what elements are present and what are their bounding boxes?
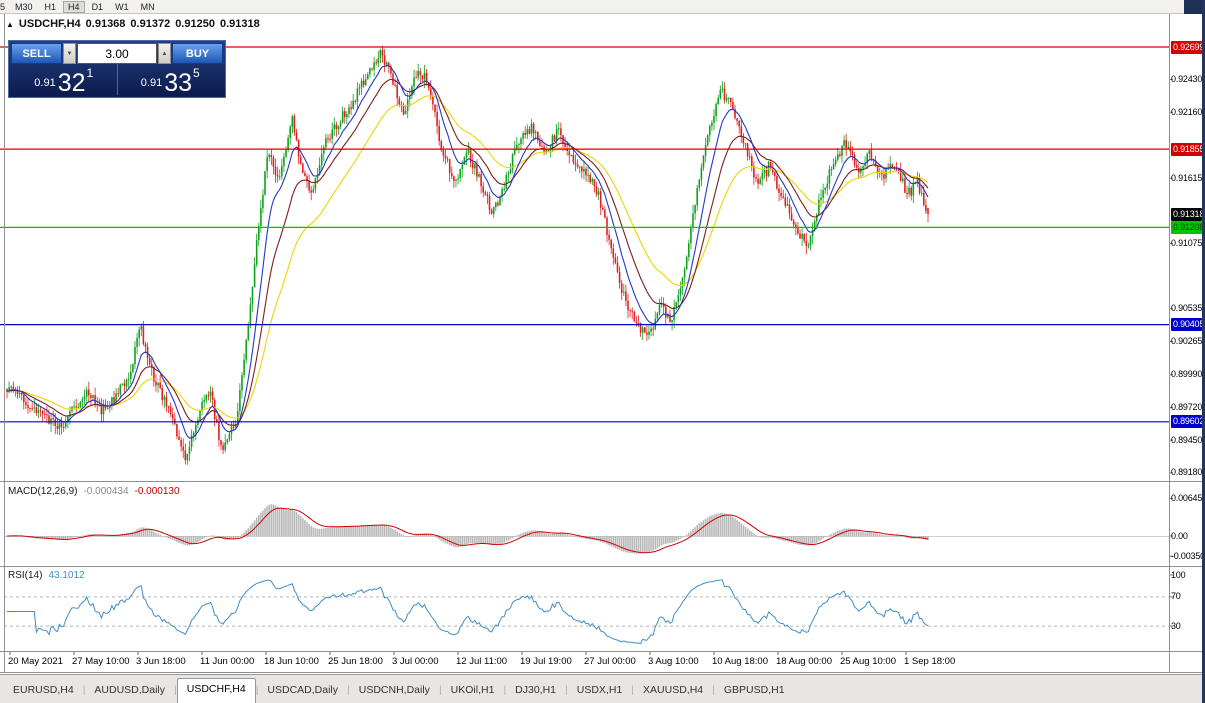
buy-button[interactable]: BUY	[172, 43, 223, 64]
price-axis[interactable]: 0.92699 0.91855 0.91208 0.90405 0.89602 0.913…	[1170, 0, 1205, 703]
tab-separator: |	[347, 684, 350, 696]
price-axis-label: 0.91615	[1171, 172, 1203, 183]
price-axis-label: 0.90535	[1171, 303, 1203, 314]
ask-price: 0.91 33 5	[116, 64, 224, 97]
window-right-edge	[1202, 0, 1205, 703]
chart-tab-ukoil-h1[interactable]: UKOil,H1	[450, 684, 495, 696]
bid-prefix: 0.91	[34, 77, 56, 89]
chart-tab-usdchf-h4[interactable]: USDCHF,H4	[176, 678, 256, 703]
tab-separator: |	[565, 684, 568, 696]
bid-price: 0.91 32 1	[11, 64, 117, 95]
hline-price-label: 0.92699	[1171, 40, 1205, 54]
macd-axis-label: 0.00645	[1171, 493, 1203, 504]
chart-tab-xauusd-h4[interactable]: XAUUSD,H4	[643, 684, 704, 696]
period-button-h1[interactable]: H1	[40, 1, 62, 13]
macd-name: MACD(12,26,9)	[8, 486, 78, 497]
price-axis-label: 0.92430	[1171, 74, 1203, 85]
period-button-h4[interactable]: H4	[63, 0, 85, 13]
rsi-axis-label: 100	[1171, 569, 1186, 580]
sell-button[interactable]: SELL	[11, 43, 62, 64]
period-button-mn[interactable]: MN	[136, 1, 160, 13]
period-button-d1[interactable]: D1	[87, 1, 109, 13]
one-click-quotes-row: 0.91 32 1 0.91 33 5	[11, 64, 223, 95]
hline-price-label: 0.89602	[1171, 415, 1205, 429]
chart-tab-usdcnh-daily[interactable]: USDCNH,Daily	[358, 684, 430, 696]
period-button-group: 5 M30 H1 H4 D1 W1 MN	[0, 0, 161, 13]
bid-pip-digit: 1	[86, 66, 94, 80]
ohlc-high: 0.91372	[130, 18, 171, 30]
tab-separator: |	[255, 684, 259, 696]
price-axis-label: 0.89720	[1171, 401, 1203, 412]
tab-separator: |	[82, 684, 86, 696]
macd-main-value: -0.000434	[83, 486, 129, 497]
one-click-controls-row: SELL ▼ ▲ BUY	[11, 43, 223, 64]
chart-tab-bar: EURUSD,H4 | AUDUSD,Daily | USDCHF,H4 | USDCAD,…	[0, 674, 1205, 703]
macd-axis-label: 0.00	[1171, 530, 1188, 541]
hline-price-label: 0.91855	[1171, 142, 1205, 156]
hline-price-label: 0.90405	[1171, 318, 1205, 332]
price-axis-label: 0.89450	[1171, 434, 1203, 445]
volume-decrease-button[interactable]: ▼	[63, 43, 76, 64]
chart-tab-eurusd-h4[interactable]: EURUSD,H4	[13, 684, 74, 696]
chart-tab-gbpusd-h1[interactable]: GBPUSD,H1	[723, 684, 785, 696]
price-axis-label: 0.89990	[1171, 369, 1203, 380]
rsi-axis-label: 70	[1171, 591, 1181, 602]
macd-axis-label: -0.00350	[1171, 550, 1205, 561]
ask-big-digits: 33	[164, 68, 193, 97]
bid-big-digits: 32	[57, 68, 86, 97]
volume-input[interactable]	[77, 43, 157, 64]
tab-separator: |	[503, 684, 507, 696]
window-corner	[1184, 0, 1205, 14]
one-click-trading-panel: SELL ▼ ▲ BUY 0.91 32 1 0.91 33 5	[8, 40, 226, 98]
chart-collapse-icon[interactable]: ▲	[6, 20, 14, 29]
tab-separator: |	[631, 684, 635, 696]
tab-separator: |	[438, 684, 442, 696]
period-button-5[interactable]: 5	[0, 1, 8, 13]
rsi-name: RSI(14)	[8, 570, 43, 581]
period-button-w1[interactable]: W1	[110, 1, 134, 13]
chart-tab-audusd-daily[interactable]: AUDUSD,Daily	[94, 684, 166, 696]
chart-tab-usdcad-daily[interactable]: USDCAD,Daily	[267, 684, 339, 696]
ask-prefix: 0.91	[140, 77, 163, 89]
ohlc-close: 0.91318	[219, 18, 260, 30]
ask-pip-digit: 5	[193, 66, 200, 80]
rsi-indicator-label: RSI(14) 43.1012	[8, 570, 85, 581]
price-axis-label: 0.90265	[1171, 336, 1203, 347]
volume-increase-button[interactable]: ▲	[158, 43, 171, 64]
rsi-axis-label: 30	[1171, 620, 1181, 631]
rsi-value: 43.1012	[48, 570, 85, 581]
chart-title: ▲ USDCHF,H4 0.91368 0.91372 0.91250 0.91…	[6, 18, 260, 30]
hline-price-label: 0.91208	[1171, 220, 1205, 234]
tab-separator: |	[712, 684, 715, 696]
chart-tab-usdx-h1[interactable]: USDX,H1	[576, 684, 623, 696]
macd-signal-value: -0.000130	[134, 486, 180, 497]
macd-indicator-label: MACD(12,26,9) -0.000434 -0.000130	[8, 486, 180, 497]
ohlc-low: 0.91250	[175, 18, 215, 30]
chart-tab-dj30-h1[interactable]: DJ30,H1	[515, 684, 557, 696]
current-price-label: 0.91318	[1171, 207, 1205, 221]
price-axis-label: 0.89180	[1171, 467, 1203, 478]
chart-symbol-period: USDCHF,H4	[18, 18, 81, 30]
tab-separator: |	[174, 684, 177, 696]
price-axis-label: 0.92160	[1171, 106, 1203, 117]
period-button-m30[interactable]: M30	[10, 1, 38, 13]
ohlc-open: 0.91368	[85, 18, 126, 30]
timeframe-toolbar: 5 M30 H1 H4 D1 W1 MN	[0, 0, 1205, 14]
price-axis-label: 0.91075	[1171, 238, 1203, 249]
